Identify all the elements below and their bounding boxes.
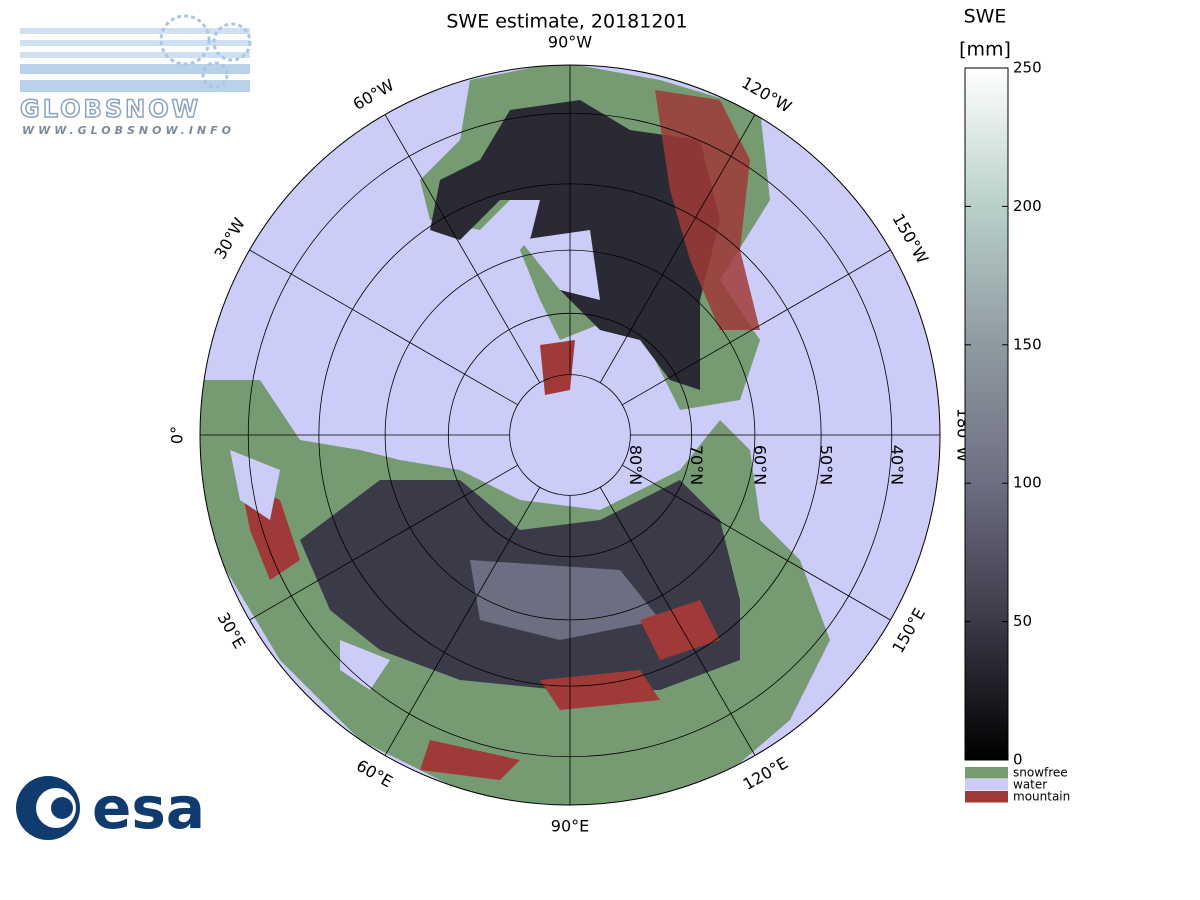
- parallel-label: 40°N: [887, 445, 906, 485]
- colorbar-tick-label: 0: [1013, 751, 1023, 769]
- colorbar-label: SWE: [964, 6, 1007, 28]
- meridian: [599, 114, 756, 383]
- meridian: [384, 114, 541, 383]
- meridian: [622, 464, 891, 621]
- parallel-label: 70°N: [687, 445, 706, 485]
- map-disc: 80°N 70°N 60°N 50°N 40°N90°W120°W150°W180°W1…: [168, 33, 973, 836]
- colorbar: [964, 67, 1009, 761]
- esa-text: esa: [92, 774, 205, 842]
- legend-label: mountain: [1013, 790, 1070, 804]
- meridian: [622, 249, 891, 406]
- legend-swatch: [965, 779, 1008, 791]
- colorbar-tick-label: 150: [1013, 335, 1042, 353]
- legend-swatch: [965, 791, 1008, 803]
- land: [200, 65, 830, 805]
- parallel-label: 80°N: [626, 445, 645, 485]
- parallel-label: 50°N: [817, 445, 836, 485]
- meridian-label: 90°W: [548, 33, 592, 52]
- meridian-label: 60°E: [353, 756, 396, 792]
- logo-text: GLOBSNOW: [20, 95, 201, 123]
- colorbar-tick-label: 50: [1013, 612, 1032, 630]
- legend-label: water: [1013, 778, 1047, 792]
- meridian-label: 30°E: [214, 609, 250, 652]
- colorbar-tick-label: 250: [1013, 59, 1042, 77]
- siberia-snow: [470, 560, 660, 640]
- colorbar-tick-label: 100: [1013, 474, 1042, 492]
- meridian: [599, 487, 756, 756]
- meridian-label: 90°E: [551, 817, 589, 836]
- eurasia-mountains: [240, 480, 720, 780]
- colorbar-tick-label: 200: [1013, 197, 1042, 215]
- legend-label: snowfree: [1013, 766, 1068, 780]
- meridian-label: 60°W: [350, 75, 398, 114]
- map-title: SWE estimate, 20181201: [446, 11, 687, 33]
- meridian-label: 0°: [168, 426, 187, 444]
- rockies: [655, 90, 760, 330]
- globsnow-logo: GLOBSNOW WWW.GLOBSNOW.INFO: [19, 14, 252, 137]
- parallel-label: 60°N: [750, 445, 769, 485]
- map-border: [199, 64, 941, 806]
- meridian-label: 30°W: [210, 214, 249, 262]
- greenland-coast: [540, 340, 575, 395]
- colorbar-ticks: 0 50 100 150 200 250: [965, 59, 1042, 769]
- meridian: [249, 249, 518, 406]
- colorbar-unit: [mm]: [959, 39, 1011, 61]
- meridian: [249, 464, 518, 621]
- logo-url: WWW.GLOBSNOW.INFO: [22, 124, 235, 137]
- hudson-bay: [520, 230, 600, 300]
- esa-logo: esa: [16, 774, 205, 842]
- inland-water: [230, 450, 390, 690]
- legend-swatch: [965, 767, 1008, 779]
- meridian: [384, 487, 541, 756]
